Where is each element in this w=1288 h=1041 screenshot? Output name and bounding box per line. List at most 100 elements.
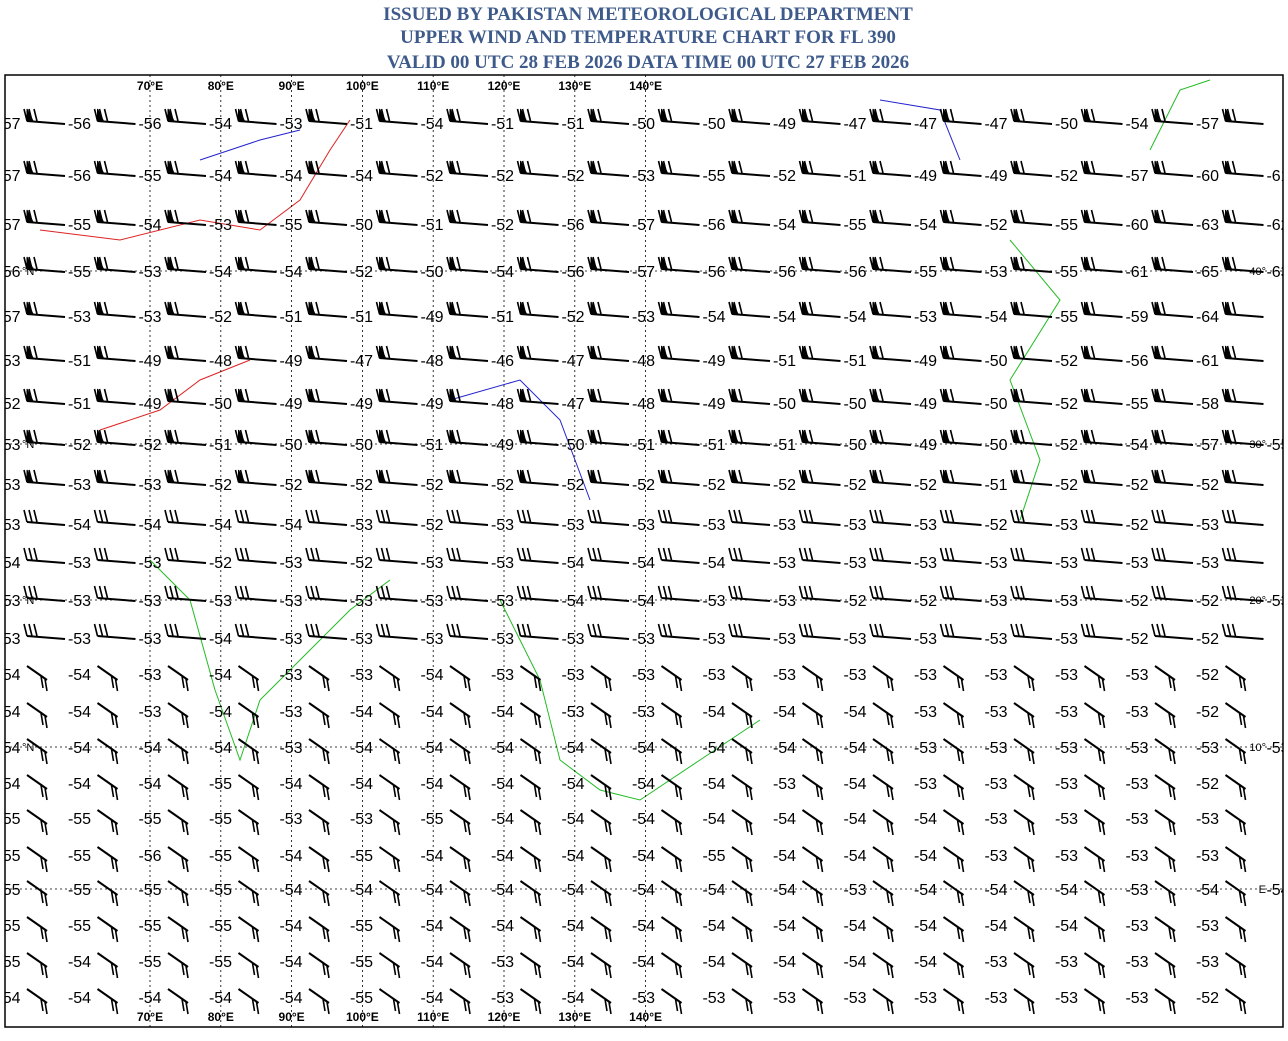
wind-barb	[519, 665, 542, 692]
wind-barb	[93, 469, 136, 486]
temperature: -52	[209, 309, 232, 326]
barb-staff	[661, 559, 700, 564]
barb-tick	[1161, 209, 1166, 223]
barb-flag	[590, 345, 598, 359]
barb-tick	[463, 712, 467, 726]
barb-tick	[678, 678, 683, 692]
temperature: -53	[561, 704, 584, 721]
barb-staff	[801, 809, 824, 825]
temperature: -53	[0, 631, 21, 648]
temperature: -54	[350, 776, 373, 793]
wind-barb	[96, 846, 119, 873]
wind-barb	[1080, 585, 1123, 602]
temperature: -52	[914, 593, 937, 610]
temperature: -53	[1196, 555, 1219, 572]
temperature: -53	[984, 776, 1007, 793]
temperature: -53	[561, 517, 584, 534]
temperature: -53	[1055, 555, 1078, 572]
barb-tick	[103, 429, 109, 443]
wind-barb	[728, 108, 771, 125]
barb-staff	[942, 988, 965, 1004]
barb-flag	[167, 388, 175, 402]
barb-tick	[604, 784, 608, 798]
temperature: -55	[350, 918, 373, 935]
wind-barb	[660, 809, 683, 836]
barb-tick	[1242, 715, 1247, 729]
barb-flag	[1225, 345, 1233, 359]
barb-tick	[678, 751, 683, 765]
barb-tick	[886, 675, 890, 689]
barb-tick	[463, 784, 467, 798]
barb-tick	[657, 509, 663, 523]
barb-staff	[590, 738, 612, 754]
barb-staff	[1084, 521, 1123, 526]
wind-barb	[519, 846, 542, 873]
wind-barb	[798, 509, 841, 526]
barb-tick	[798, 509, 804, 523]
barb-tick	[533, 856, 538, 870]
barb-staff	[96, 809, 119, 825]
wind-barb	[801, 880, 824, 907]
barb-flag	[238, 469, 246, 483]
barb-tick	[1020, 345, 1025, 359]
temperature: -53	[984, 740, 1007, 757]
temperature: -54	[491, 882, 514, 899]
wind-barb	[1154, 774, 1176, 801]
barb-tick	[185, 965, 189, 979]
wind-barb	[657, 388, 700, 405]
temperature: -52	[1196, 990, 1219, 1007]
barb-tick	[1231, 509, 1237, 523]
barb-flag	[379, 209, 387, 223]
wind-barb	[1151, 547, 1194, 564]
barb-staff	[872, 635, 912, 640]
wind-barb	[728, 345, 771, 362]
temperature: -53	[350, 667, 373, 684]
barb-staff	[942, 916, 965, 932]
barb-flag	[26, 388, 34, 402]
wind-barb	[728, 585, 771, 602]
barb-tick	[28, 547, 33, 561]
wind-barb	[801, 952, 824, 979]
wind-barb	[872, 774, 894, 801]
temperature: -49	[702, 396, 725, 413]
barb-staff	[379, 597, 418, 602]
wind-barb	[375, 547, 418, 564]
temperature: -54	[138, 217, 161, 234]
wind-barb	[516, 509, 559, 526]
wind-barb	[1080, 160, 1123, 177]
temperature: -53	[491, 631, 514, 648]
barb-tick	[385, 345, 391, 359]
barb-flag	[1225, 429, 1233, 443]
temperature: -53	[843, 882, 866, 899]
barb-tick	[819, 859, 824, 873]
barb-tick	[1090, 469, 1096, 483]
barb-tick	[879, 345, 884, 359]
barb-staff	[449, 559, 489, 564]
barb-tick	[678, 893, 683, 907]
barb-tick	[181, 675, 185, 689]
wind-barb	[237, 952, 260, 979]
barb-flag	[26, 108, 34, 122]
barb-staff	[1013, 521, 1053, 526]
barb-flag	[167, 256, 175, 270]
barb-tick	[667, 469, 673, 483]
temperature: -57	[0, 116, 21, 133]
wind-barb	[801, 809, 824, 836]
wind-barb	[798, 256, 841, 273]
barb-staff	[1084, 559, 1123, 564]
wind-barb	[23, 623, 66, 640]
barb-tick	[745, 926, 749, 940]
barb-tick	[890, 929, 894, 943]
wind-barb	[305, 585, 348, 602]
barb-tick	[1168, 784, 1172, 798]
barb-tick	[392, 998, 397, 1012]
barb-tick	[326, 859, 330, 873]
barb-staff	[96, 846, 119, 862]
wind-barb	[798, 623, 841, 640]
temperature: -51	[420, 217, 443, 234]
barb-staff	[26, 738, 48, 754]
barb-flag	[26, 301, 34, 315]
barb-staff	[379, 521, 418, 526]
barb-staff	[1224, 952, 1247, 968]
wind-barb	[237, 880, 260, 907]
